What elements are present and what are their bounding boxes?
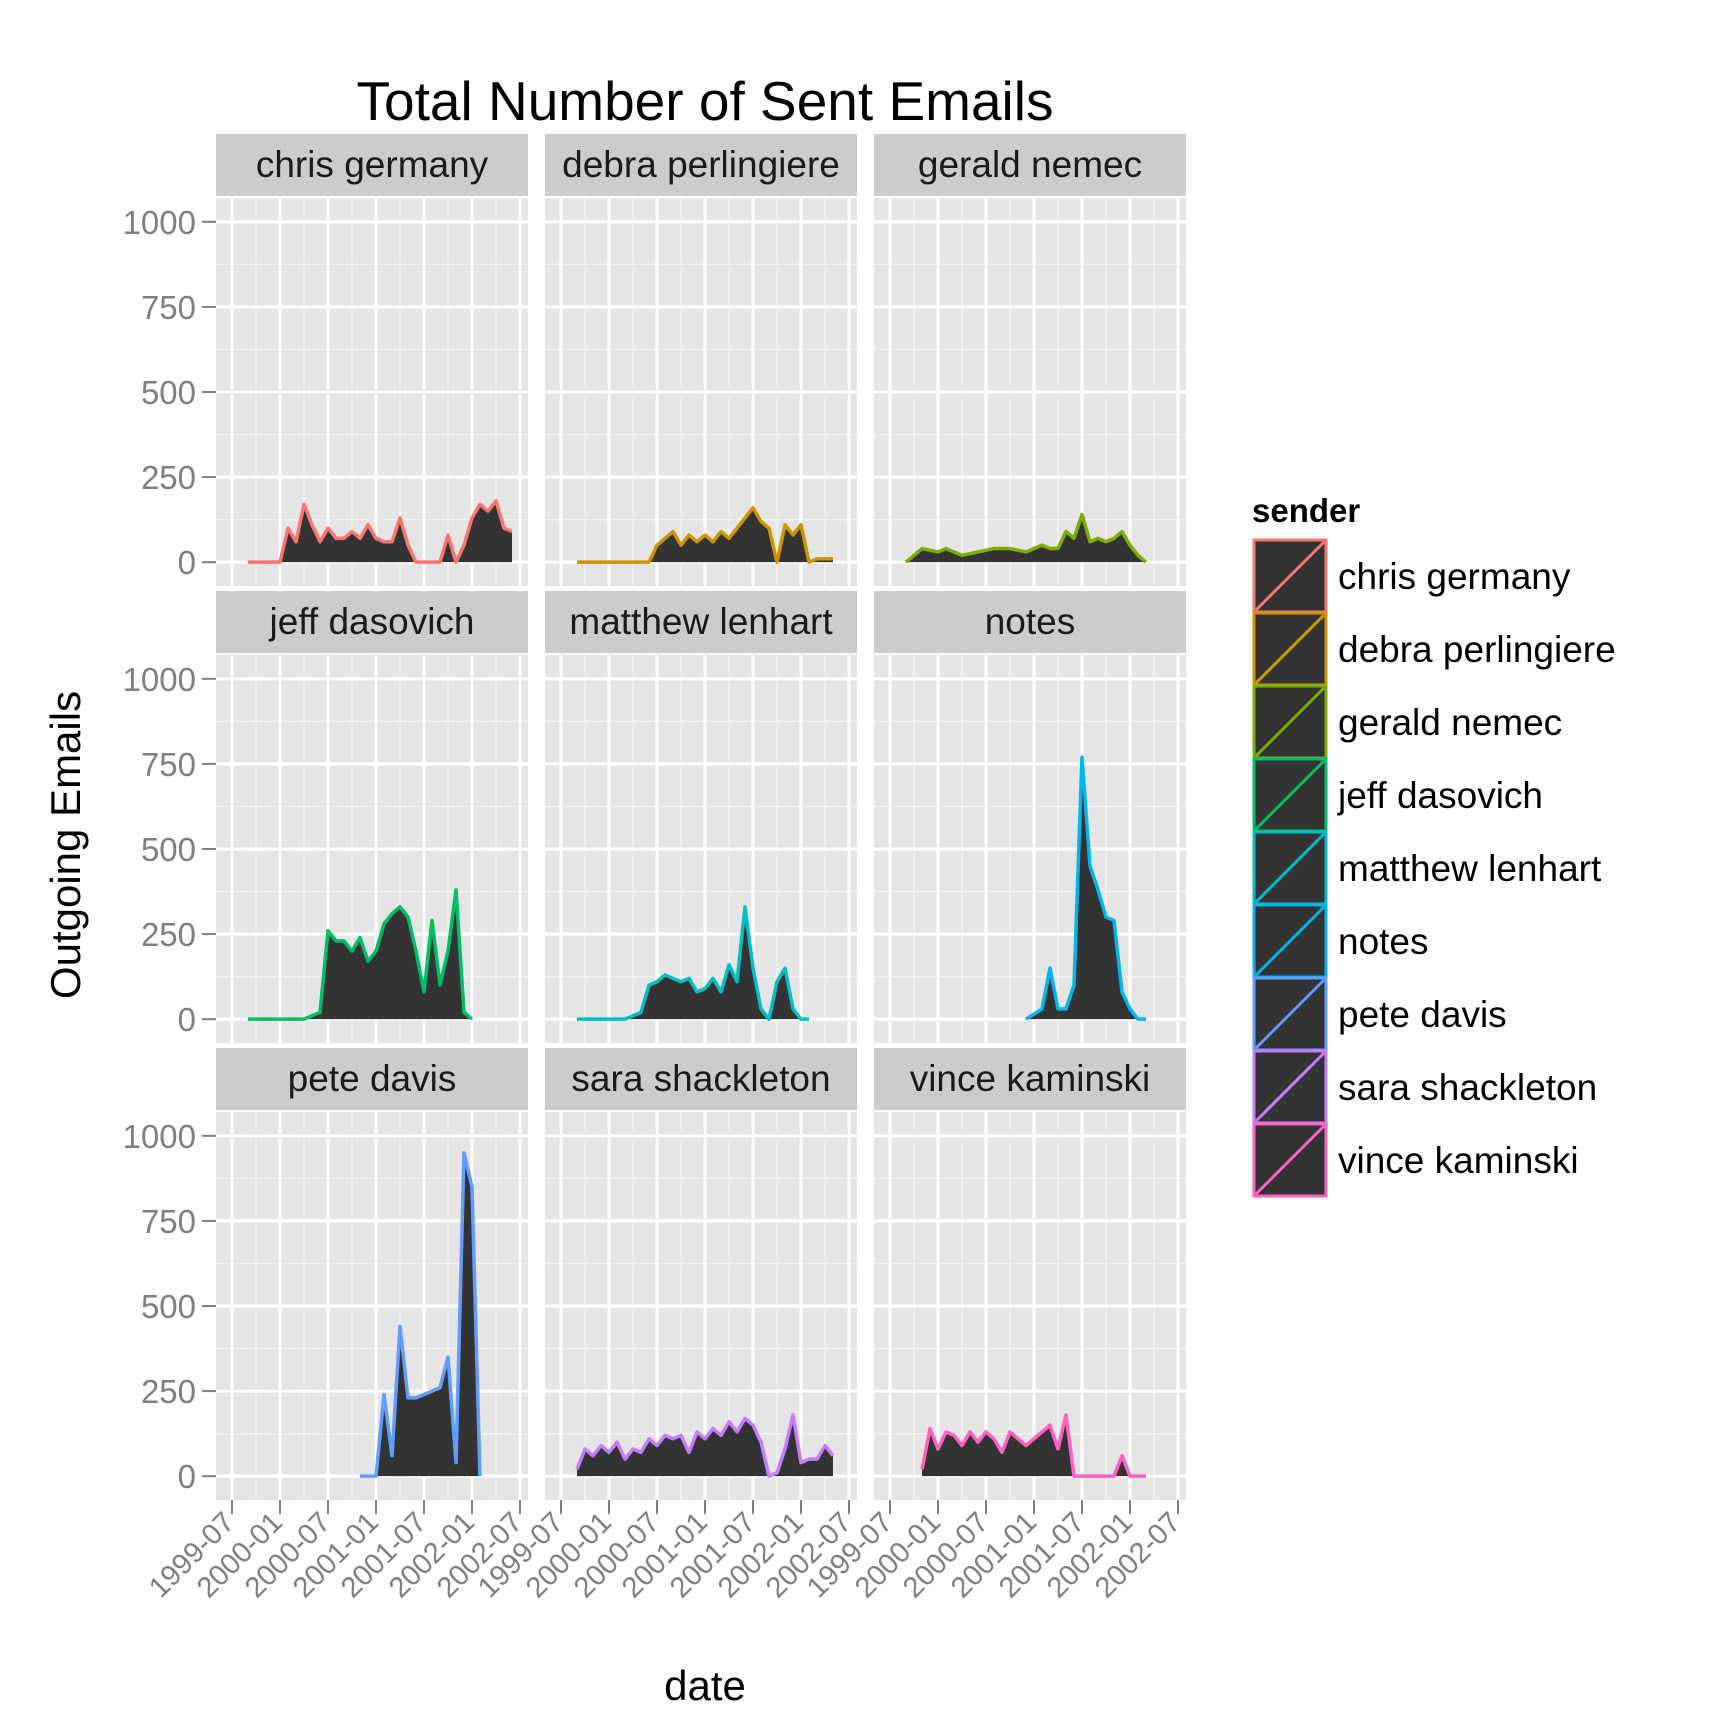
legend-label: jeff dasovich <box>1337 775 1543 816</box>
y-tick-label: 500 <box>141 374 196 411</box>
legend-label: chris germany <box>1338 556 1571 597</box>
facet-strip <box>874 591 1186 653</box>
y-tick-label: 500 <box>141 831 196 868</box>
facet-strip <box>545 1048 857 1110</box>
x-axis-title: date <box>664 1662 746 1709</box>
facet-panel: notes <box>874 591 1186 1043</box>
facet-strip <box>874 1048 1186 1110</box>
facet-strip-label: notes <box>985 601 1076 642</box>
legend-key-line <box>1254 1051 1326 1123</box>
chart-title: Total Number of Sent Emails <box>357 70 1054 132</box>
series-line <box>248 499 513 564</box>
facet-strip-label: jeff dasovich <box>269 601 475 642</box>
legend-title: sender <box>1252 492 1360 529</box>
y-tick-label: 250 <box>141 459 196 496</box>
facet-strip <box>874 134 1186 196</box>
series-line <box>360 1151 482 1478</box>
legend-key-line <box>1254 832 1326 904</box>
facet-strip <box>216 591 528 653</box>
series-line <box>575 1413 835 1478</box>
legend-label: notes <box>1338 921 1429 962</box>
facet-strip-label: chris germany <box>256 144 489 185</box>
legend-label: matthew lenhart <box>1338 848 1602 889</box>
facet-strip-label: sara shackleton <box>571 1058 830 1099</box>
legend-item: pete davis <box>1252 976 1507 1052</box>
facet-panel: sara shackleton1999-072000-012000-072001… <box>472 1048 858 1604</box>
legend-item: gerald nemec <box>1252 684 1562 760</box>
y-tick-label: 500 <box>141 1288 196 1325</box>
facet-strip-label: gerald nemec <box>918 144 1142 185</box>
legend-key-line <box>1254 686 1326 758</box>
y-tick-label: 750 <box>141 289 196 326</box>
series-area <box>577 1414 833 1477</box>
legend-key-line <box>1254 1124 1326 1196</box>
legend-key-line <box>1254 540 1326 612</box>
legend-item: jeff dasovich <box>1252 757 1543 833</box>
y-tick-label: 0 <box>178 544 196 581</box>
legend-label: vince kaminski <box>1338 1140 1579 1181</box>
legend-label: gerald nemec <box>1338 702 1562 743</box>
facet-strip-label: pete davis <box>288 1058 457 1099</box>
series-line <box>920 1413 1146 1478</box>
y-tick-label: 250 <box>141 916 196 953</box>
series-line <box>1025 755 1146 1021</box>
legend-label: sara shackleton <box>1338 1067 1597 1108</box>
y-tick-label: 750 <box>141 746 196 783</box>
facet-strip <box>216 134 528 196</box>
series-area <box>906 514 1146 563</box>
y-tick-label: 1000 <box>123 1118 196 1155</box>
facet-panel: chris germany 0 250 500 750 1000 <box>123 134 528 586</box>
legend: sender chris germany debra perlingiere gera… <box>1252 492 1616 1198</box>
series-area <box>248 889 472 1020</box>
legend-item: chris germany <box>1252 538 1571 614</box>
legend-item: matthew lenhart <box>1252 830 1602 906</box>
y-tick-label: 750 <box>141 1203 196 1240</box>
legend-item: debra perlingiere <box>1252 611 1616 687</box>
facet-strip <box>545 134 857 196</box>
facet-panel: gerald nemec <box>874 134 1186 586</box>
y-tick-label: 1000 <box>123 661 196 698</box>
facet-panel: jeff dasovich 0 250 500 750 1000 <box>123 591 528 1043</box>
y-axis-title: Outgoing Emails <box>42 691 89 999</box>
legend-item: sara shackleton <box>1252 1049 1597 1125</box>
facet-strip-label: vince kaminski <box>910 1058 1151 1099</box>
facet-strip-label: matthew lenhart <box>569 601 833 642</box>
y-tick-label: 1000 <box>123 204 196 241</box>
y-tick-label: 0 <box>178 1001 196 1038</box>
series-line <box>577 905 809 1021</box>
y-tick-label: 0 <box>178 1458 196 1495</box>
series-area <box>577 906 809 1020</box>
y-tick-label: 250 <box>141 1373 196 1410</box>
legend-item: notes <box>1252 903 1429 979</box>
legend-key-line <box>1254 905 1326 977</box>
facet-panel: debra perlingiere <box>545 134 857 586</box>
legend-label: debra perlingiere <box>1338 629 1616 670</box>
facet-strip <box>216 1048 528 1110</box>
facet-strip-label: debra perlingiere <box>562 144 840 185</box>
series-line <box>248 888 474 1021</box>
series-line <box>904 512 1148 564</box>
legend-key-line <box>1254 978 1326 1050</box>
series-line <box>577 505 833 564</box>
facet-panel: matthew lenhart <box>545 591 857 1043</box>
legend-key-line <box>1254 613 1326 685</box>
series-area <box>922 1414 1146 1477</box>
facet-panel: vince kaminski1999-072000-012000-072001-… <box>801 1048 1187 1604</box>
legend-item: vince kaminski <box>1252 1122 1579 1198</box>
facet-strip <box>545 591 857 653</box>
legend-key-line <box>1254 759 1326 831</box>
facet-panel: pete davis025050075010001999-072000-0120… <box>123 1048 529 1604</box>
legend-label: pete davis <box>1338 994 1507 1035</box>
